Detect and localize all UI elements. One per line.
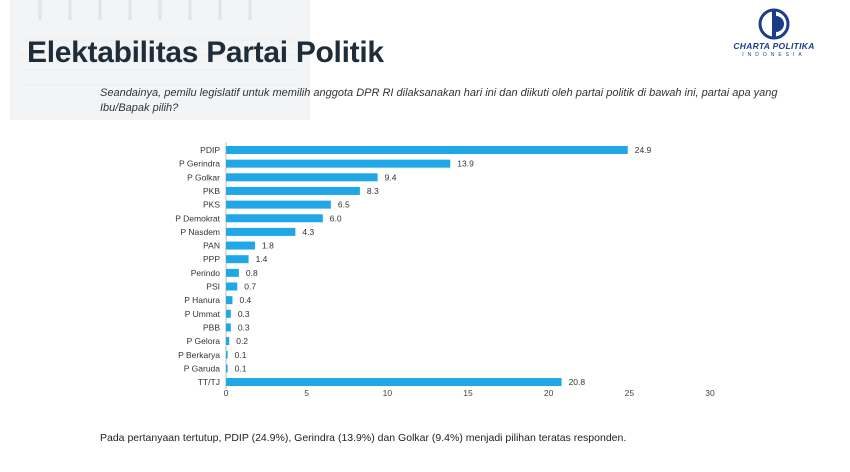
bar	[226, 350, 228, 359]
value-label: 0.2	[236, 336, 248, 346]
slide-title: Elektabilitas Partai Politik	[27, 36, 384, 69]
value-label: 13.9	[457, 159, 474, 169]
category-label: P Golkar	[187, 172, 220, 182]
value-label: 4.3	[302, 227, 314, 237]
bar	[226, 337, 230, 346]
bar	[226, 364, 228, 373]
x-tick-label: 25	[625, 388, 635, 398]
bar	[226, 200, 331, 209]
category-label: TT/TJ	[198, 377, 220, 387]
value-label: 6.5	[338, 200, 350, 210]
bar	[226, 378, 562, 387]
category-label: P Demokrat	[175, 213, 220, 223]
value-label: 20.8	[569, 377, 586, 387]
bar	[226, 241, 256, 250]
bar	[226, 186, 360, 195]
x-tick-label: 15	[463, 388, 473, 398]
logo-subtitle: INDONESIA	[742, 52, 806, 58]
x-tick-label: 0	[224, 388, 229, 398]
category-label: PAN	[203, 241, 220, 251]
notebook-background-decoration	[10, 0, 310, 120]
bar	[226, 282, 238, 291]
value-label: 1.8	[262, 241, 274, 251]
bar	[226, 159, 451, 168]
category-label: PDIP	[200, 145, 220, 155]
value-label: 6.0	[330, 213, 342, 223]
survey-question: Seandainya, pemilu legislatif untuk memi…	[100, 87, 778, 114]
value-label: 0.3	[238, 309, 250, 319]
value-label: 8.3	[367, 186, 379, 196]
bar	[226, 268, 239, 277]
bar	[226, 227, 296, 236]
category-label: P Berkarya	[178, 350, 220, 360]
bar	[226, 296, 233, 305]
value-label: 0.1	[235, 363, 247, 373]
category-label: P Gerindra	[179, 159, 220, 169]
value-label: 0.7	[244, 282, 256, 292]
bar	[226, 173, 378, 182]
bar	[226, 214, 323, 223]
category-label: P Nasdem	[180, 227, 220, 237]
category-label: PKS	[203, 200, 220, 210]
category-label: P Garuda	[184, 363, 221, 373]
charta-politika-logo: CHARTA POLITIKA INDONESIA	[706, 8, 842, 64]
value-label: 0.1	[235, 350, 247, 360]
value-label: 1.4	[256, 254, 268, 264]
category-label: PPP	[203, 254, 220, 264]
value-label: 24.9	[635, 145, 652, 155]
logo-emblem-icon	[758, 8, 790, 40]
category-label: PBB	[203, 322, 220, 332]
footnote: Pada pertanyaan tertutup, PDIP (24.9%), …	[100, 432, 627, 444]
logo-name: CHARTA POLITIKA	[733, 41, 815, 51]
value-label: 9.4	[385, 172, 397, 182]
category-label: Perindo	[191, 268, 221, 278]
x-tick-label: 30	[705, 388, 715, 398]
bar	[226, 255, 249, 264]
x-tick-label: 5	[304, 388, 309, 398]
bar	[226, 309, 231, 318]
value-label: 0.8	[246, 268, 258, 278]
category-label: P Ummat	[185, 309, 221, 319]
category-label: PSI	[206, 282, 220, 292]
x-tick-label: 10	[383, 388, 393, 398]
category-label: PKB	[203, 186, 220, 196]
category-label: P Gelora	[187, 336, 221, 346]
value-label: 0.4	[239, 295, 251, 305]
bar	[226, 323, 231, 332]
x-tick-label: 20	[544, 388, 554, 398]
bar	[226, 146, 628, 154]
value-label: 0.3	[238, 322, 250, 332]
category-label: P Hanura	[184, 295, 220, 305]
